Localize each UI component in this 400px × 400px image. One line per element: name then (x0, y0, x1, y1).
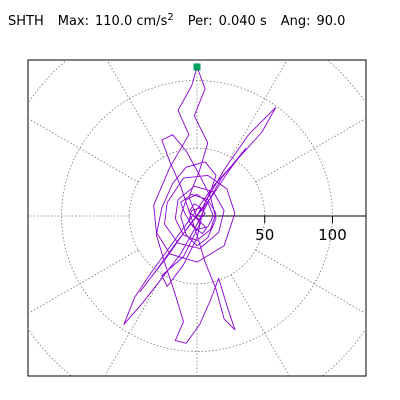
trace-layer (123, 66, 277, 344)
max-unit-exponent: 2 (167, 12, 174, 23)
radial-ticks: 50 100 (255, 216, 347, 244)
period-label: Per: (187, 14, 213, 29)
grid-spoke-150 (28, 117, 139, 183)
max-label: Max: (57, 14, 90, 29)
marker-layer (193, 63, 201, 71)
grid-spoke-300 (230, 274, 290, 376)
period-unit: s (259, 14, 267, 29)
particle-motion-trace (123, 66, 277, 344)
radial-tick-label-100: 100 (318, 226, 347, 244)
grid-spoke-240 (104, 274, 164, 376)
grid-spoke-60 (230, 60, 288, 158)
angle-label: Ang: (280, 14, 311, 29)
grid-spoke-210 (28, 249, 139, 315)
period-value: 0.040 (218, 14, 256, 29)
radial-tick-label-50: 50 (255, 226, 274, 244)
station-name: SHTH (8, 14, 44, 29)
max-unit: cm/s (136, 14, 168, 29)
chart-header: SHTH Max: 110.0 cm/s2 Per: 0.040 s Ang: 90.0 (8, 12, 346, 30)
angle-value: 90.0 (316, 14, 346, 29)
grid-spoke-30 (255, 117, 366, 183)
max-value: 110.0 (95, 14, 133, 29)
grid-spoke-330 (255, 249, 366, 315)
peak-marker (193, 63, 201, 71)
grid-spoke-120 (106, 60, 164, 158)
